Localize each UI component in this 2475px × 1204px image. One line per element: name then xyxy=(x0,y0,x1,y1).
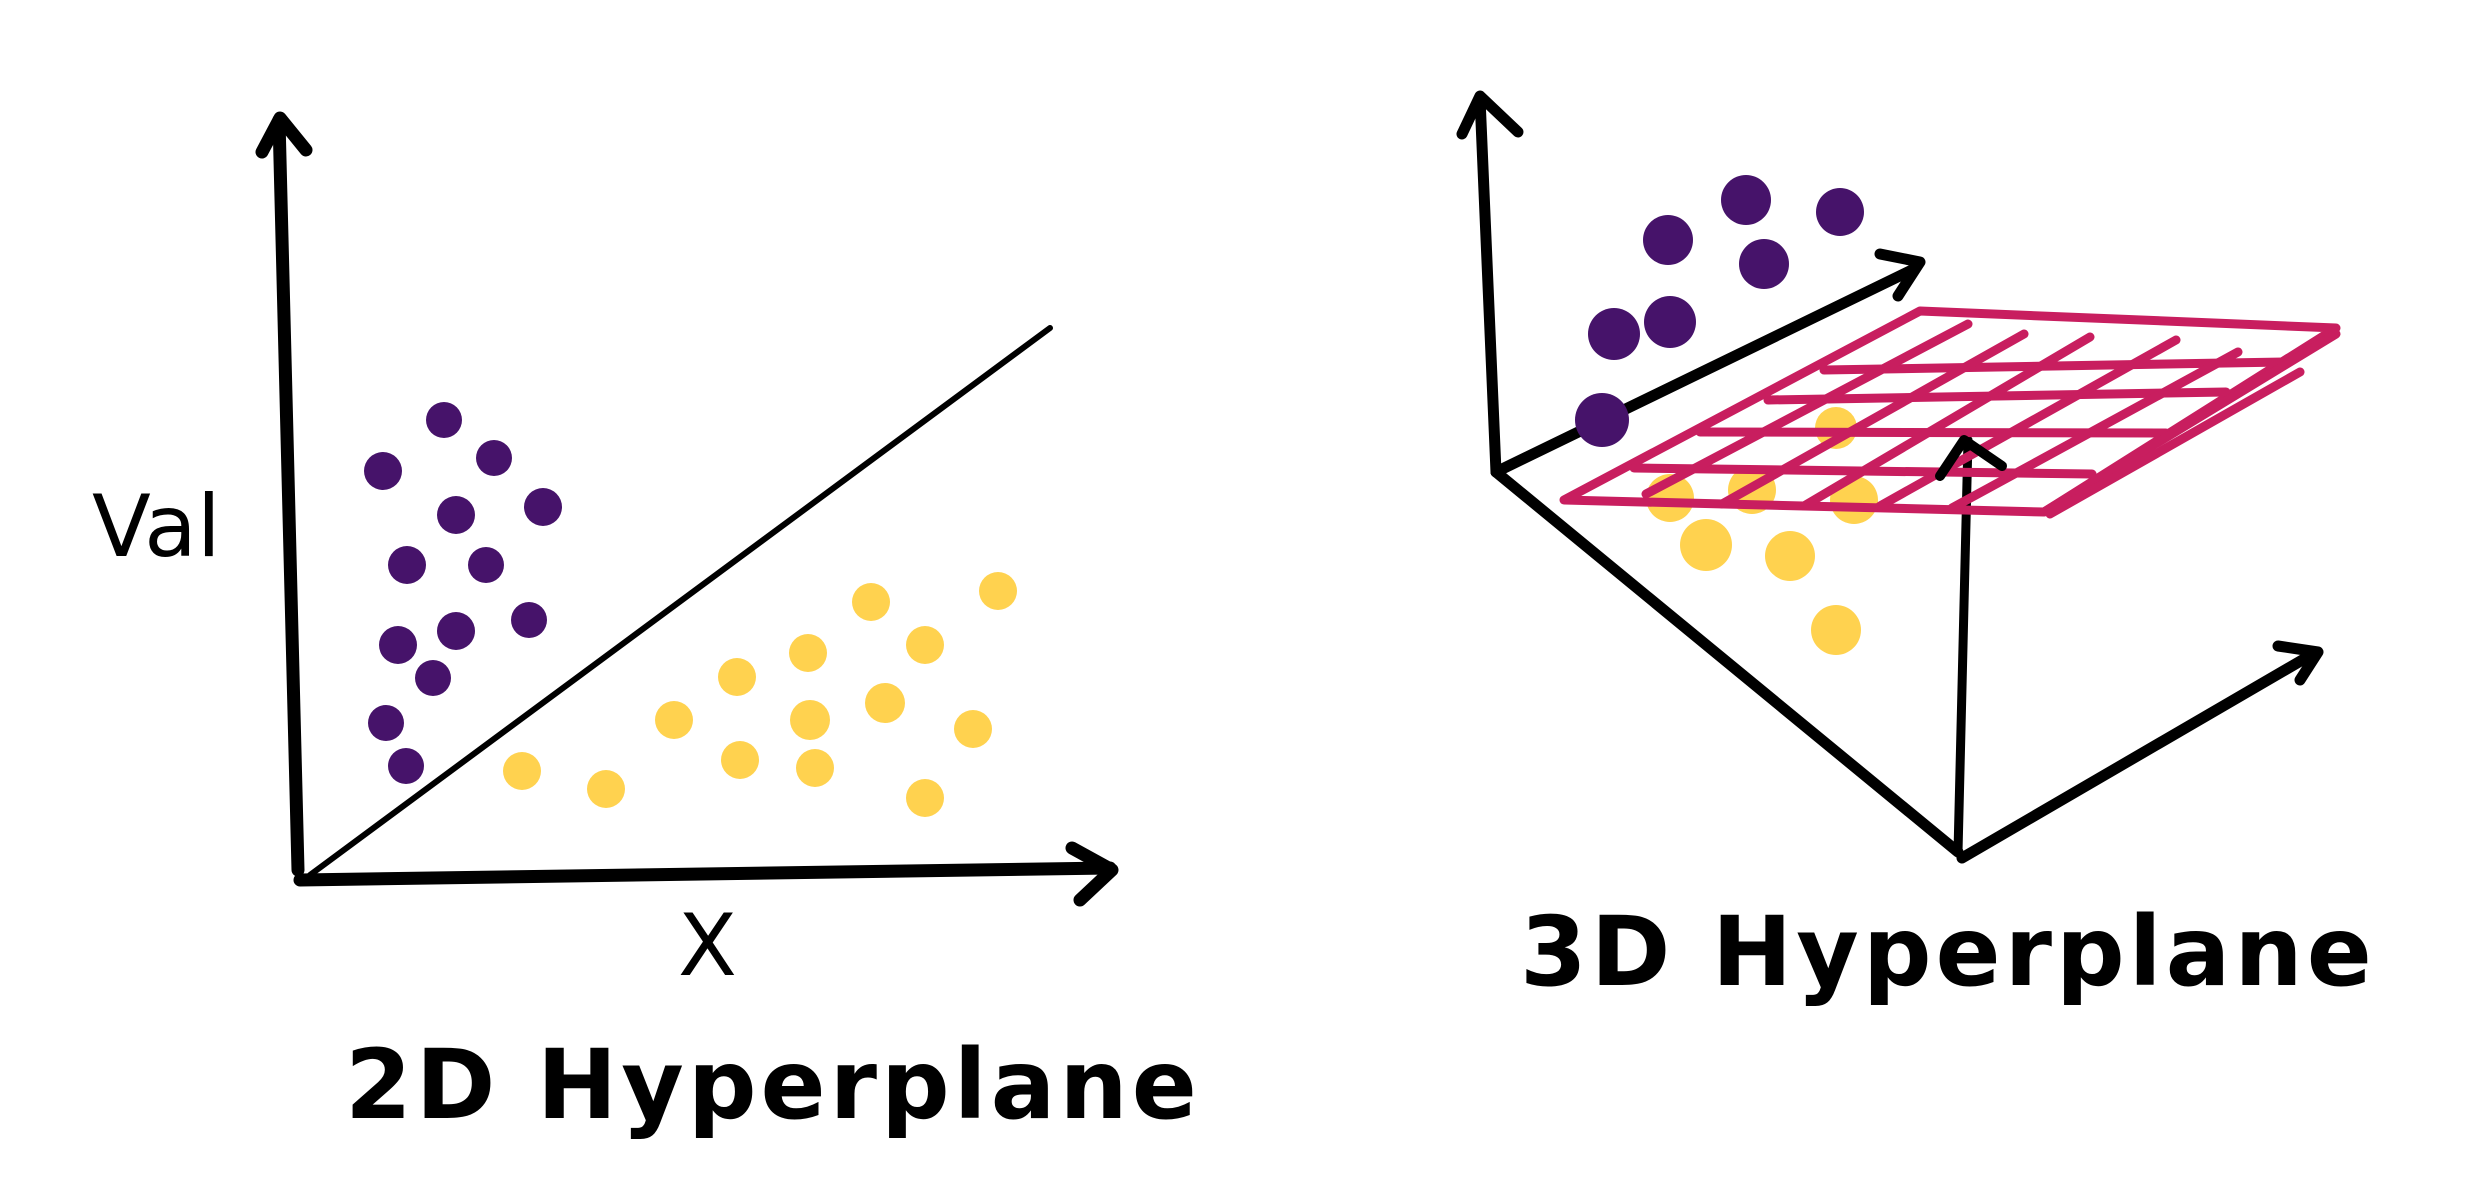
x-axis-2d xyxy=(293,861,1117,887)
separating-line xyxy=(307,325,1053,878)
class-b-points-2d xyxy=(503,572,1017,817)
panel-2d xyxy=(255,111,1119,907)
back-axis-3d xyxy=(1490,264,1918,478)
front-axis-3d xyxy=(1490,466,1964,858)
right-axis-3d xyxy=(1956,646,2322,864)
x-axis-label: X xyxy=(678,896,737,996)
right-axis-arrowhead xyxy=(2272,640,2324,686)
y-axis-arrowhead xyxy=(255,111,313,159)
title-2d: 2D Hyperplane xyxy=(345,1029,1201,1141)
y-axis-label: Val xyxy=(92,477,221,577)
panel-3d xyxy=(1456,90,2324,864)
x-axis-arrowhead xyxy=(1065,841,1119,907)
z-axis-arrowhead xyxy=(1456,90,1524,140)
hyperplane-3d xyxy=(1559,306,2341,519)
back-axis-arrowhead xyxy=(1874,248,1926,302)
title-3d: 3D Hyperplane xyxy=(1520,896,2376,1008)
z-axis-3d xyxy=(1474,92,1502,478)
class-a-points-2d xyxy=(364,402,562,784)
black-arrow-3d xyxy=(1935,435,2007,481)
class-a-points-3d xyxy=(1575,175,1864,447)
y-axis-2d xyxy=(272,113,305,877)
